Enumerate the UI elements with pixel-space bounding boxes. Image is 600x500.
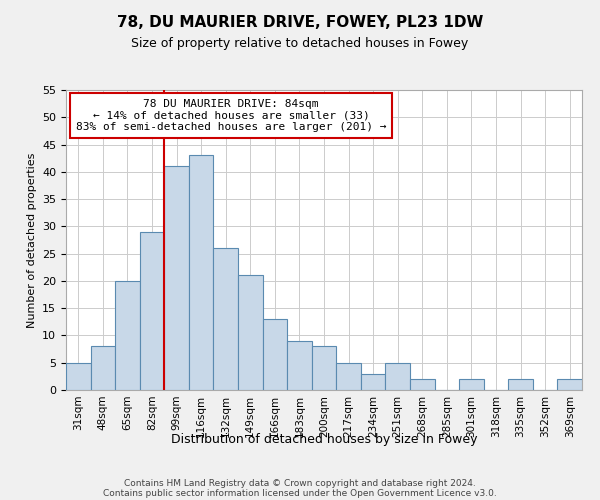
- Bar: [115, 281, 140, 390]
- Text: Contains HM Land Registry data © Crown copyright and database right 2024.: Contains HM Land Registry data © Crown c…: [124, 478, 476, 488]
- Bar: [459, 379, 484, 390]
- Text: Distribution of detached houses by size in Fowey: Distribution of detached houses by size …: [171, 432, 477, 446]
- Text: Size of property relative to detached houses in Fowey: Size of property relative to detached ho…: [131, 38, 469, 51]
- Bar: [336, 362, 361, 390]
- Bar: [214, 248, 238, 390]
- Bar: [238, 276, 263, 390]
- Bar: [410, 379, 434, 390]
- Text: 78, DU MAURIER DRIVE, FOWEY, PL23 1DW: 78, DU MAURIER DRIVE, FOWEY, PL23 1DW: [117, 15, 483, 30]
- Y-axis label: Number of detached properties: Number of detached properties: [26, 152, 37, 328]
- Bar: [164, 166, 189, 390]
- Bar: [557, 379, 582, 390]
- Bar: [189, 156, 214, 390]
- Bar: [66, 362, 91, 390]
- Bar: [361, 374, 385, 390]
- Bar: [312, 346, 336, 390]
- Text: 78 DU MAURIER DRIVE: 84sqm
← 14% of detached houses are smaller (33)
83% of semi: 78 DU MAURIER DRIVE: 84sqm ← 14% of deta…: [76, 99, 386, 132]
- Bar: [385, 362, 410, 390]
- Bar: [263, 319, 287, 390]
- Bar: [508, 379, 533, 390]
- Bar: [287, 341, 312, 390]
- Bar: [140, 232, 164, 390]
- Bar: [91, 346, 115, 390]
- Text: Contains public sector information licensed under the Open Government Licence v3: Contains public sector information licen…: [103, 488, 497, 498]
